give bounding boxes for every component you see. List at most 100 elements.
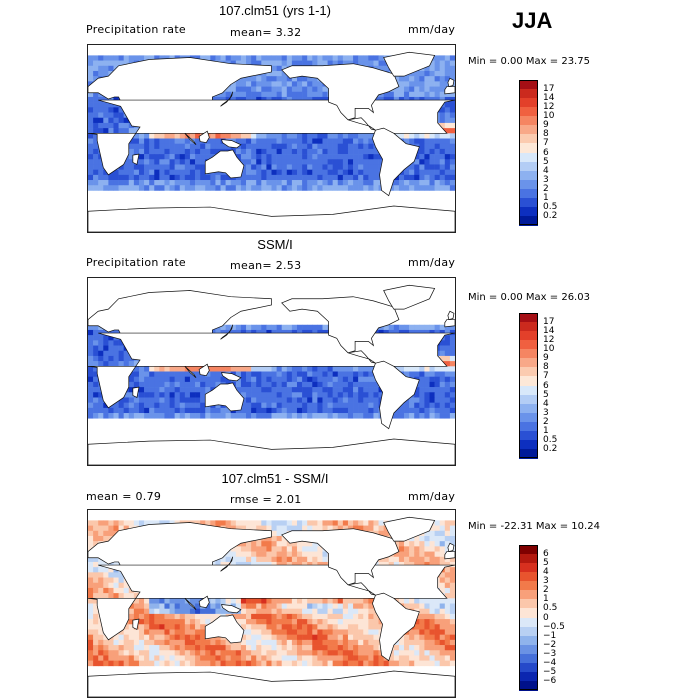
coastline <box>372 592 420 662</box>
coastline <box>88 205 455 232</box>
colorbar-label: 2 <box>543 416 549 427</box>
colorbar-label: 9 <box>543 353 549 364</box>
colorbar-label: 12 <box>543 102 555 113</box>
colorbar-label: 4 <box>543 567 549 578</box>
colorbar-label: 2 <box>543 585 549 596</box>
colorbar-label: 5 <box>543 389 549 400</box>
coastline <box>88 332 455 409</box>
panel-2-colorbar: 17 14 12 10 9 8 7 6 5 4 3 2 1 0.5 0.2 <box>519 313 579 459</box>
colorbar-swatch <box>519 680 538 691</box>
colorbar-swatch <box>519 152 538 163</box>
colorbar-swatch <box>519 403 538 414</box>
colorbar-swatch <box>519 80 538 90</box>
coastline <box>198 130 210 144</box>
colorbar-swatch <box>519 197 538 208</box>
colorbar-label: 0.2 <box>543 210 558 221</box>
colorbar-label: −1 <box>543 630 557 641</box>
colorbar-swatch <box>519 644 538 655</box>
colorbar-label: 17 <box>543 317 555 328</box>
colorbar-swatch <box>519 653 538 664</box>
coastline <box>383 284 436 310</box>
colorbar-label: 4 <box>543 165 549 176</box>
coastline <box>444 319 455 328</box>
colorbar-swatch <box>519 554 538 564</box>
colorbar-label: 7 <box>543 371 549 382</box>
coastline <box>204 614 245 644</box>
panel-3-map <box>87 509 456 698</box>
coastline <box>221 372 242 382</box>
coastline <box>372 127 420 197</box>
colorbar-label: 6 <box>543 380 549 391</box>
colorbar-label: −2 <box>543 639 557 650</box>
panel-2-map <box>87 277 456 466</box>
coastline <box>198 363 210 377</box>
colorbar-label: 0 <box>543 612 549 623</box>
colorbar-swatch <box>519 563 538 573</box>
panel-3-colorbar: 6 5 4 3 2 1 0.5 0 −0.5 −1 −2 −3 −4 −5 −6 <box>519 545 579 691</box>
coastline <box>221 139 242 149</box>
colorbar-swatch <box>519 626 538 637</box>
panel-2-minmax: Min = 0.00 Max = 26.03 <box>468 292 590 303</box>
coastline <box>184 133 197 146</box>
panel-1-colorbar: 17 14 12 10 9 8 7 6 5 4 3 2 1 0.5 0.2 <box>519 80 579 226</box>
colorbar-swatch <box>519 599 538 609</box>
colorbar-swatch <box>519 349 538 359</box>
panel-1-map <box>87 44 456 233</box>
coastline <box>132 386 140 399</box>
coastline <box>88 438 455 465</box>
colorbar-label: 3 <box>543 407 549 418</box>
colorbar-swatch <box>519 179 538 190</box>
coastline <box>88 670 455 697</box>
colorbar-swatch <box>519 367 538 377</box>
panel-3-rmse-label: rmse = 2.01 <box>230 493 302 506</box>
colorbar-swatch <box>519 448 538 459</box>
coastline <box>383 516 436 542</box>
coastline <box>447 77 455 87</box>
colorbar-label: 10 <box>543 344 555 355</box>
panel-3-mean-label: mean = 0.79 <box>86 490 162 503</box>
colorbar-swatch <box>519 662 538 673</box>
colorbar-swatch <box>519 581 538 591</box>
colorbar-swatch <box>519 340 538 350</box>
colorbar-swatch <box>519 590 538 600</box>
panel-1-title: 107.clm51 (yrs 1-1) <box>219 3 331 18</box>
colorbar-label: −6 <box>543 675 557 686</box>
panel-3-units: mm/day <box>408 490 456 503</box>
colorbar-swatch <box>519 125 538 135</box>
colorbar-swatch <box>519 545 538 555</box>
coastline <box>281 63 400 131</box>
coastline <box>132 618 140 631</box>
coastline <box>372 360 420 430</box>
colorbar-swatch <box>519 671 538 682</box>
coastline <box>220 324 234 340</box>
colorbar-swatch <box>519 376 538 386</box>
colorbar-label: 2 <box>543 183 549 194</box>
colorbar-label: 17 <box>543 84 555 95</box>
colorbar-label: 5 <box>543 156 549 167</box>
colorbar-label: 1 <box>543 192 549 203</box>
colorbar-swatch <box>519 322 538 332</box>
coastline <box>88 564 455 641</box>
coastline <box>447 310 455 320</box>
colorbar-swatch <box>519 394 538 405</box>
coastline <box>204 382 245 412</box>
coastline <box>383 51 436 77</box>
panel-1-units: mm/day <box>408 23 456 36</box>
colorbar-label: −0.5 <box>543 621 565 632</box>
colorbar-swatch <box>519 98 538 108</box>
colorbar-swatch <box>519 385 538 396</box>
colorbar-label: 0.2 <box>543 443 558 454</box>
colorbar-swatch <box>519 635 538 646</box>
colorbar-swatch <box>519 358 538 368</box>
coastline <box>204 149 245 179</box>
colorbar-swatch <box>519 89 538 99</box>
colorbar-swatch <box>519 572 538 582</box>
colorbar-label: 14 <box>543 93 555 104</box>
panel-1-variable-label: Precipitation rate <box>86 23 186 36</box>
colorbar-label: 5 <box>543 558 549 569</box>
coastline <box>198 595 210 609</box>
colorbar-label: 8 <box>543 129 549 140</box>
colorbar-swatch <box>519 107 538 117</box>
colorbar-swatch <box>519 412 538 423</box>
panel-2-title: SSM/I <box>257 237 293 252</box>
